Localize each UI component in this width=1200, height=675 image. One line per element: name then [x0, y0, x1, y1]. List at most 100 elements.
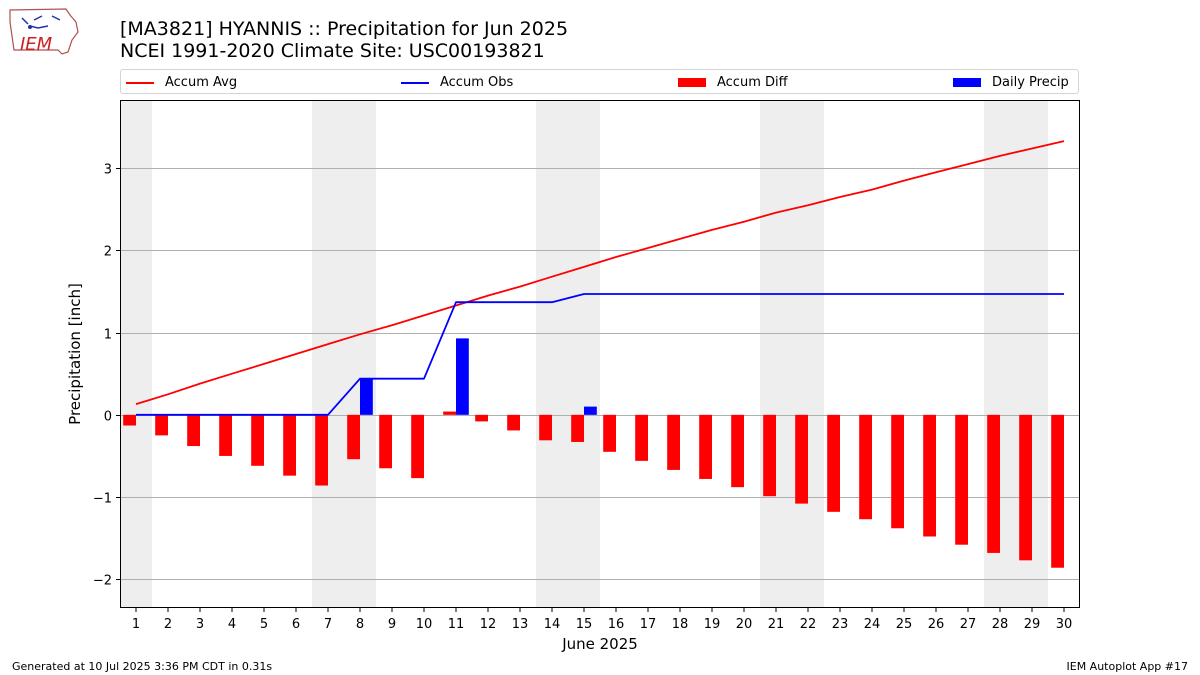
legend-item-accum-diff: Accum Diff [678, 70, 788, 95]
bar-accum-diff-day-1 [123, 414, 136, 426]
iem-logo: IEM [8, 6, 80, 58]
legend-item-accum-obs: Accum Obs [401, 70, 513, 95]
bars [123, 338, 1064, 568]
weekend-band-8 [344, 100, 376, 608]
footer-app-text: IEM Autoplot App #17 [1066, 660, 1189, 673]
bar-accum-diff-day-23 [827, 414, 840, 512]
x-tick-label: 15 [576, 617, 593, 632]
x-axis-label: June 2025 [561, 635, 638, 653]
x-tick-label: 27 [960, 617, 977, 632]
y-tick-label: 0 [104, 410, 112, 425]
bar-accum-diff-day-26 [923, 414, 936, 537]
bar-accum-diff-day-12 [475, 414, 488, 422]
bar-accum-diff-day-24 [859, 414, 872, 520]
weekend-band-7 [312, 100, 344, 608]
grid-lines [120, 168, 1080, 580]
bar-accum-diff-day-4 [219, 414, 232, 456]
y-tick-label: −1 [93, 492, 112, 507]
bar-daily-precip-day-11 [456, 338, 469, 415]
x-tick-label: 19 [704, 617, 721, 632]
legend-item-daily-precip: Daily Precip [953, 70, 1069, 95]
bar-accum-diff-day-20 [731, 414, 744, 488]
y-tick-label: 1 [104, 328, 112, 343]
x-tick-label: 3 [196, 617, 204, 632]
x-tick-label: 10 [416, 617, 433, 632]
x-tick-label: 25 [896, 617, 913, 632]
x-tick-label: 23 [832, 617, 849, 632]
x-tick-label: 13 [512, 617, 529, 632]
bar-accum-diff-day-30 [1051, 414, 1064, 568]
weekend-band-22 [792, 100, 824, 608]
weekend-band-21 [760, 100, 792, 608]
x-tick-label: 26 [928, 617, 945, 632]
bar-accum-diff-day-5 [251, 414, 264, 466]
bar-accum-diff-day-9 [379, 414, 392, 469]
bar-accum-diff-day-21 [763, 414, 776, 497]
footer-generated-text: Generated at 10 Jul 2025 3:36 PM CDT in … [12, 660, 273, 673]
chart-subtitle: NCEI 1991-2020 Climate Site: USC00193821 [120, 40, 545, 62]
x-tick-label: 22 [800, 617, 817, 632]
x-tick-label: 28 [992, 617, 1009, 632]
x-tick-label: 2 [164, 617, 172, 632]
bar-accum-diff-day-2 [155, 414, 168, 436]
legend-label-daily-precip: Daily Precip [992, 75, 1069, 90]
x-tick-label: 9 [388, 617, 396, 632]
bar-accum-diff-day-14 [539, 414, 552, 441]
bar-accum-diff-day-22 [795, 414, 808, 504]
x-tick-label: 5 [260, 617, 268, 632]
legend-swatch-daily-precip [953, 78, 981, 87]
x-tick-label: 1 [132, 617, 140, 632]
weekend-band-1 [120, 100, 152, 608]
legend-label-accum-diff: Accum Diff [717, 75, 788, 90]
legend-swatch-accum-avg [126, 81, 154, 84]
legend-item-accum-avg: Accum Avg [126, 70, 237, 95]
weekend-band-14 [536, 100, 568, 608]
legend-swatch-accum-diff [678, 78, 706, 87]
line-accum-avg [135, 140, 1065, 405]
x-axis-ticks: 1 2 3 4 5 6 7 8 9 10 11 12 13 14 15 16 17 18 19 20 21 22 23 24 2… [132, 608, 1072, 632]
x-tick-label: 6 [292, 617, 300, 632]
bar-accum-diff-day-7 [315, 414, 328, 486]
line-accum-obs [136, 293, 1064, 416]
bar-accum-diff-day-11 [443, 411, 456, 415]
series-lines [135, 140, 1065, 416]
logo-text: IEM [20, 34, 53, 55]
x-tick-label: 14 [544, 617, 561, 632]
x-tick-label: 11 [448, 617, 465, 632]
bar-accum-diff-day-27 [955, 414, 968, 545]
bar-accum-diff-day-29 [1019, 414, 1032, 561]
x-tick-label: 21 [768, 617, 785, 632]
y-axis-ticks: −2 −1 0 1 2 3 [93, 163, 120, 589]
bar-accum-diff-day-18 [667, 414, 680, 470]
x-tick-label: 20 [736, 617, 753, 632]
y-axis-label: Precipitation [inch] [66, 283, 84, 425]
bar-accum-diff-day-3 [187, 414, 200, 447]
iowa-outline-icon [9, 8, 79, 55]
x-tick-label: 16 [608, 617, 625, 632]
x-tick-label: 4 [228, 617, 236, 632]
legend-swatch-accum-obs [401, 81, 429, 84]
y-tick-label: 2 [104, 245, 112, 260]
bar-accum-diff-day-25 [891, 414, 904, 529]
x-tick-label: 7 [324, 617, 332, 632]
x-tick-label: 8 [356, 617, 364, 632]
bar-daily-precip-day-8 [360, 378, 373, 415]
x-tick-label: 24 [864, 617, 881, 632]
x-tick-label: 29 [1024, 617, 1041, 632]
x-tick-label: 18 [672, 617, 689, 632]
bar-accum-diff-day-19 [699, 414, 712, 479]
bar-accum-diff-day-10 [411, 414, 424, 479]
bar-accum-diff-day-13 [507, 414, 520, 431]
bar-accum-diff-day-28 [987, 414, 1000, 553]
legend-label-accum-avg: Accum Avg [165, 75, 238, 90]
weekend-band-15 [568, 100, 600, 608]
bar-accum-diff-day-16 [603, 414, 616, 452]
y-tick-label: −2 [93, 574, 112, 589]
plot-frame [120, 100, 1080, 608]
chart-legend: Accum Avg Accum Obs Accum Diff Daily Pre… [120, 69, 1079, 94]
x-tick-label: 30 [1056, 617, 1073, 632]
bar-accum-diff-day-17 [635, 414, 648, 461]
x-tick-label: 17 [640, 617, 657, 632]
bar-accum-diff-day-6 [283, 414, 296, 476]
bar-accum-diff-day-15 [571, 414, 584, 442]
